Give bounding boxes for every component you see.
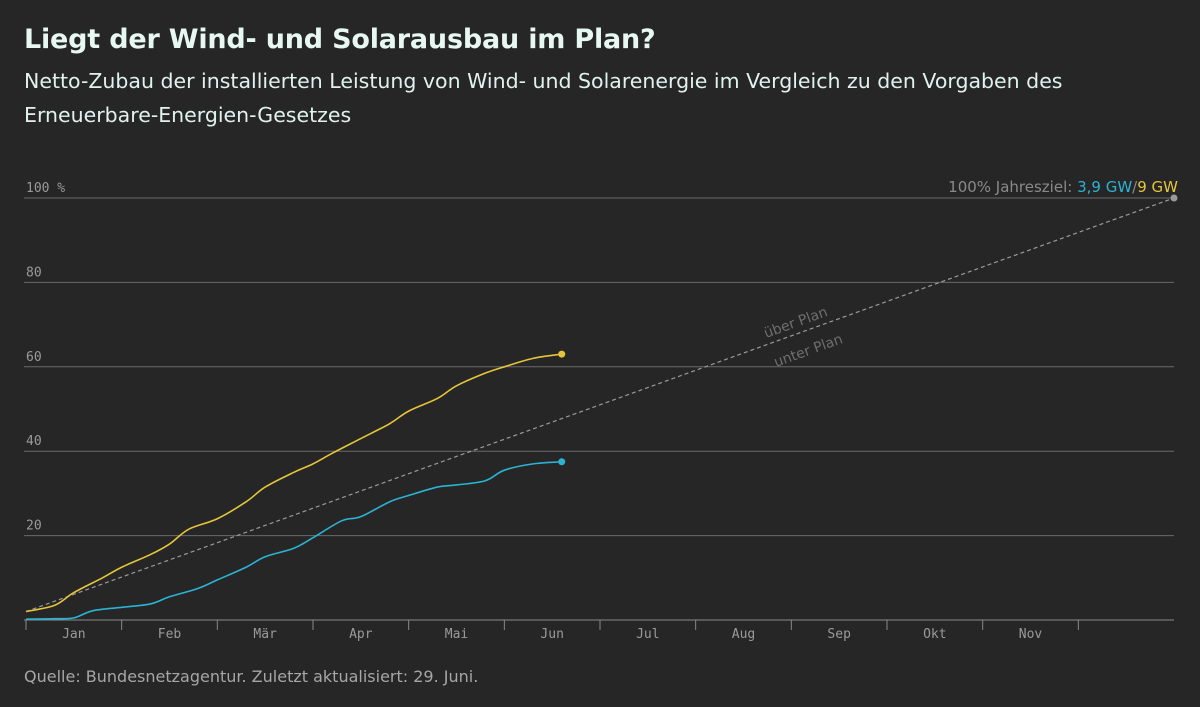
solar-end-point <box>558 350 566 358</box>
goal-prefix: 100% Jahresziel: <box>948 178 1077 196</box>
plan-layer <box>25 194 1178 613</box>
zone-label-below: unter Plan <box>772 331 845 370</box>
chart-title: Liegt der Wind- und Solarausbau im Plan? <box>24 24 656 55</box>
x-tick-label: Jul <box>636 627 659 642</box>
x-axis: Jan Feb Mär Apr Mai Jun Jul Aug Sep Okt Nov <box>24 619 1174 642</box>
x-tick-label: Sep <box>827 627 851 642</box>
source-note: Quelle: Bundesnetzagentur. Zuletzt aktua… <box>24 667 479 686</box>
goal-solar-value: 9 GW <box>1137 178 1178 196</box>
x-tick-label: Okt <box>923 627 946 642</box>
x-tick-label: Mai <box>445 627 468 642</box>
x-tick-label: Mär <box>253 627 277 642</box>
goal-separator: / <box>1132 178 1138 196</box>
plan-line <box>25 197 1175 613</box>
x-tick-label: Nov <box>1019 627 1043 642</box>
x-tick-label: Jun <box>540 627 563 642</box>
y-tick-label: 40 <box>26 434 42 449</box>
zone-label-above: über Plan <box>762 304 830 342</box>
x-tick-label: Jan <box>62 627 85 642</box>
grid-layer: 20 40 60 80 100 % <box>24 181 1174 537</box>
y-tick-label: 100 % <box>26 181 65 196</box>
series-layer <box>25 350 566 620</box>
y-tick-label: 80 <box>26 265 42 280</box>
goal-wind-value: 3,9 GW <box>1077 178 1132 196</box>
y-tick-label: 20 <box>26 519 42 534</box>
x-tick-label: Aug <box>732 627 755 642</box>
goal-label: 100% Jahresziel: 3,9 GW/9 GW <box>948 178 1178 196</box>
solar-line <box>25 353 562 613</box>
wind-end-point <box>558 458 566 466</box>
chart-subtitle: Netto-Zubau der installierten Leistung v… <box>24 69 1063 127</box>
wind-line <box>25 460 562 620</box>
plan-end-point <box>1170 194 1178 202</box>
y-tick-label: 60 <box>26 350 42 365</box>
x-tick-label: Apr <box>349 627 373 642</box>
x-tick-label: Feb <box>158 627 182 642</box>
